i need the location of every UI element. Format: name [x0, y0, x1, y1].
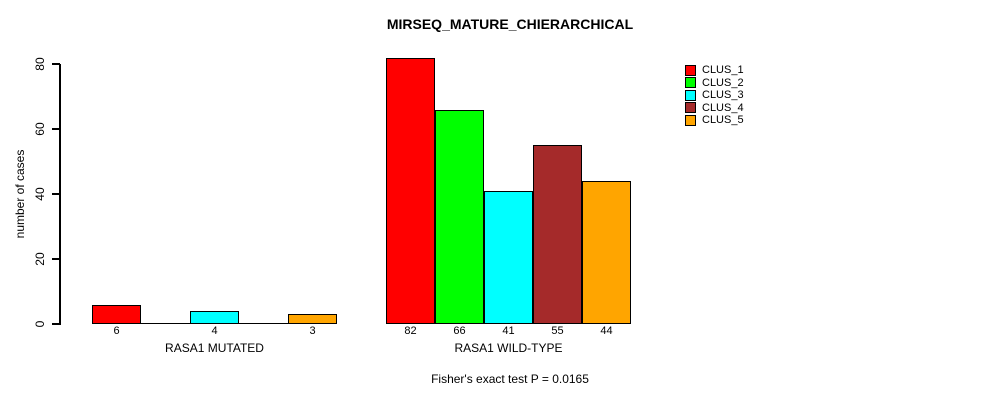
chart-title: MIRSEQ_MATURE_CHIERARCHICAL: [386, 16, 634, 32]
y-tick-label: 0: [33, 320, 47, 328]
bar-clus-3-rasa1-wild-type: [484, 190, 533, 324]
legend-swatch-clus-5: [685, 114, 696, 126]
legend-label-clus-4: CLUS_4: [702, 101, 744, 114]
legend-label-clus-3: CLUS_3: [702, 89, 744, 101]
group-label-rasa1-mutated: RASA1 MUTATED: [165, 341, 264, 355]
bar-value-label-clus-5-rasa1-wild-type: 44: [600, 325, 613, 337]
y-tick-label: 60: [33, 122, 47, 136]
y-tick: [52, 193, 60, 195]
y-tick: [52, 128, 60, 130]
legend-label-clus-2: CLUS_2: [702, 76, 744, 89]
bar-clus-5-rasa1-wild-type: [582, 181, 631, 324]
y-tick: [52, 258, 60, 260]
legend-label-clus-1: CLUS_1: [702, 64, 744, 76]
legend-swatch-clus-4: [685, 102, 696, 114]
y-tick-label: 20: [33, 252, 47, 266]
legend-label-clus-5: CLUS_5: [702, 114, 744, 126]
bar-clus-1-rasa1-mutated: [92, 304, 141, 324]
bar-value-label-clus-2-rasa1-wild-type: 66: [453, 325, 466, 337]
group-label-rasa1-wild-type: RASA1 WILD-TYPE: [454, 341, 563, 355]
legend-swatch-clus-1: [685, 64, 696, 76]
bar-clus-3-rasa1-mutated: [190, 311, 239, 324]
bar-value-label-clus-3-rasa1-mutated: 4: [211, 325, 218, 337]
legend-item-clus-2: CLUS_2: [685, 77, 744, 90]
bar-value-label-clus-1-rasa1-mutated: 6: [113, 325, 120, 337]
bar-value-label-clus-4-rasa1-wild-type: 55: [551, 325, 564, 337]
bar-clus-5-rasa1-mutated: [288, 314, 337, 324]
legend-swatch-clus-3: [685, 89, 696, 101]
bar-value-label-clus-5-rasa1-mutated: 3: [309, 325, 316, 337]
y-tick: [52, 323, 60, 325]
bar-clus-2-rasa1-wild-type: [435, 109, 484, 324]
bar-clus-1-rasa1-wild-type: [386, 57, 435, 324]
legend: CLUS_1 CLUS_2 CLUS_3 CLUS_4 CLUS_5: [685, 64, 744, 127]
legend-item-clus-5: CLUS_5: [685, 114, 744, 127]
legend-item-clus-3: CLUS_3: [685, 89, 744, 102]
legend-item-clus-1: CLUS_1: [685, 64, 744, 77]
y-axis-label: number of cases: [13, 149, 27, 239]
y-tick-label: 40: [33, 187, 47, 201]
legend-item-clus-4: CLUS_4: [685, 102, 744, 115]
legend-swatch-clus-2: [685, 77, 696, 89]
bar-clus-4-rasa1-wild-type: [533, 145, 582, 324]
y-tick: [52, 63, 60, 65]
footnote-fishers-test: Fisher's exact test P = 0.0165: [431, 372, 589, 386]
bar-value-label-clus-1-rasa1-wild-type: 82: [404, 325, 417, 337]
y-tick-label: 80: [33, 57, 47, 71]
bar-value-label-clus-3-rasa1-wild-type: 41: [502, 325, 515, 337]
